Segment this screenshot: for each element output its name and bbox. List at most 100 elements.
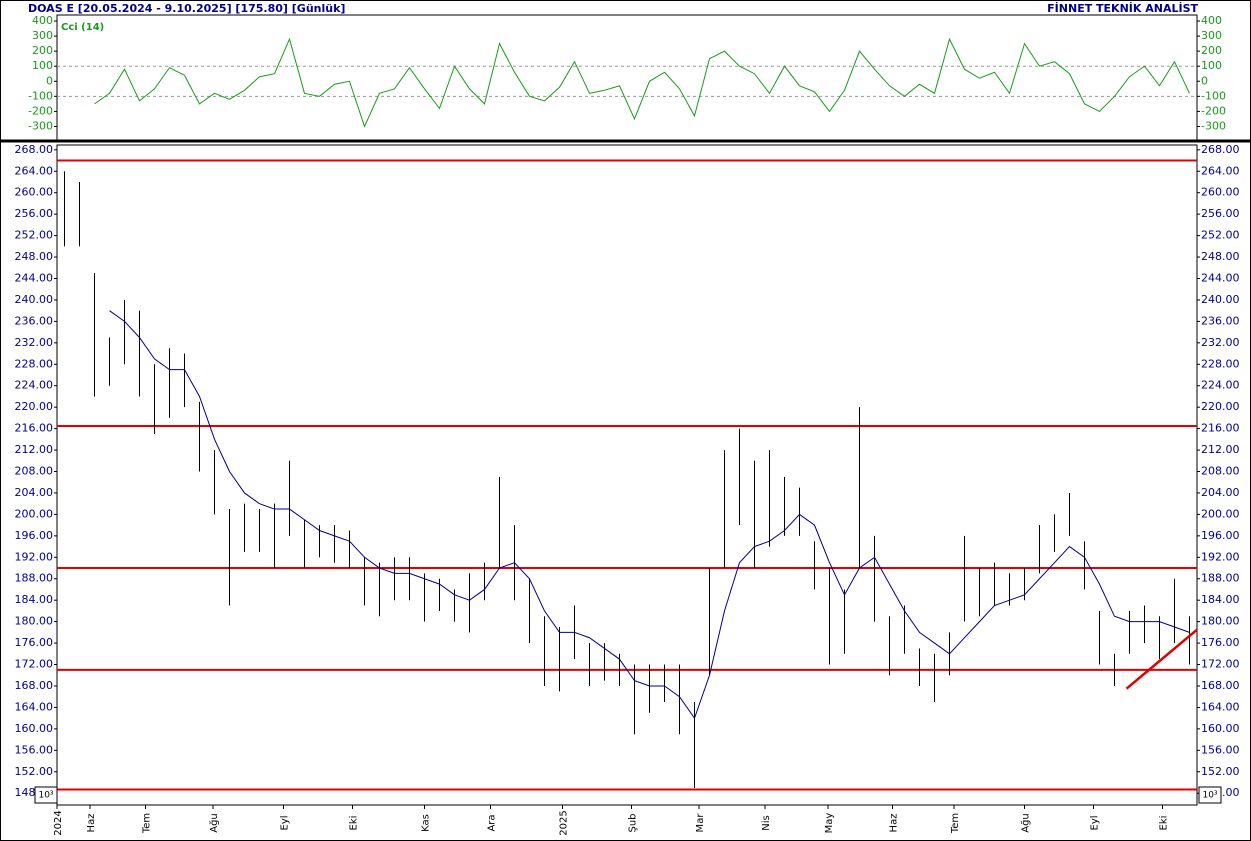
y-tick-label: 264.00 <box>15 164 54 177</box>
y-tick-label: 300 <box>1201 29 1222 42</box>
y-tick-label: 200.00 <box>15 507 54 520</box>
moving-average <box>109 310 1190 720</box>
y-tick-label: 264.00 <box>1201 164 1240 177</box>
y-tick-label: 208.00 <box>15 465 54 478</box>
y-tick-label: 164.00 <box>15 700 54 713</box>
x-tick-label: Eki <box>349 816 360 831</box>
y-tick-label: 232.00 <box>15 336 54 349</box>
y-tick-label: 160.00 <box>15 722 54 735</box>
y-tick-label: 252.00 <box>15 229 54 242</box>
y-tick-label: -300 <box>28 119 53 132</box>
y-tick-label: 236.00 <box>15 314 54 327</box>
y-tick-label: 168.00 <box>15 679 54 692</box>
y-tick-label: 216.00 <box>15 422 54 435</box>
y-tick-label: 0 <box>46 74 53 87</box>
x-tick-label: Kas <box>421 814 432 832</box>
x-tick-label: Şub <box>628 813 639 832</box>
scale-label: 10³ <box>38 791 53 801</box>
y-tick-label: 160.00 <box>1201 722 1240 735</box>
y-tick-label: 300 <box>32 29 53 42</box>
x-tick-label: Eyl <box>280 815 291 830</box>
y-tick-label: 220.00 <box>1201 400 1240 413</box>
y-tick-label: 248.00 <box>1201 250 1240 263</box>
y-tick-label: 176.00 <box>1201 636 1240 649</box>
y-tick-label: 260.00 <box>15 186 54 199</box>
x-tick-label: Ağu <box>1020 813 1032 833</box>
y-tick-label: 208.00 <box>1201 465 1240 478</box>
y-tick-label: 248.00 <box>15 250 54 263</box>
cci-line <box>94 37 1190 128</box>
y-tick-label: 224.00 <box>1201 379 1240 392</box>
y-tick-label: 172.00 <box>15 658 54 671</box>
y-tick-label: 236.00 <box>1201 314 1240 327</box>
y-tick-label: 196.00 <box>1201 529 1240 542</box>
x-tick-label: Mar <box>695 813 706 833</box>
y-tick-label: 100 <box>1201 59 1222 72</box>
y-tick-label: 232.00 <box>1201 336 1240 349</box>
y-tick-label: 252.00 <box>1201 229 1240 242</box>
scale-label: 10³ <box>1202 791 1217 801</box>
x-tick-label: Tem <box>950 813 961 834</box>
y-tick-label: -200 <box>28 104 53 117</box>
scale-box <box>34 786 58 804</box>
y-tick-label: 100 <box>32 59 53 72</box>
y-tick-label: 244.00 <box>15 272 54 285</box>
y-tick-label: 228.00 <box>1201 357 1240 370</box>
y-tick-label: 240.00 <box>15 293 54 306</box>
scale-box <box>1198 786 1222 804</box>
y-tick-label: 204.00 <box>1201 486 1240 499</box>
y-tick-label: 152.00 <box>15 765 54 778</box>
y-tick-label: 204.00 <box>15 486 54 499</box>
y-tick-label: 200 <box>1201 44 1222 57</box>
y-tick-label: 400 <box>32 14 53 27</box>
y-tick-label: 184.00 <box>1201 593 1240 606</box>
y-tick-label: 200 <box>32 44 53 57</box>
y-tick-label: -300 <box>1201 119 1226 132</box>
y-tick-label: 196.00 <box>15 529 54 542</box>
legend-entry: Cci (14) <box>61 22 104 33</box>
y-tick-label: 256.00 <box>15 207 54 220</box>
x-tick-label: May <box>824 813 835 834</box>
x-tick-label: Tem <box>142 813 153 834</box>
y-tick-label: 156.00 <box>15 743 54 756</box>
x-tick-label: Ağu <box>208 813 220 833</box>
y-tick-label: 212.00 <box>1201 443 1240 456</box>
y-tick-label: 176.00 <box>15 636 54 649</box>
y-tick-label: 228.00 <box>15 357 54 370</box>
y-tick-label: 184.00 <box>15 593 54 606</box>
y-tick-label: 256.00 <box>1201 207 1240 220</box>
x-tick-label: Nis <box>761 815 772 830</box>
y-tick-label: 192.00 <box>15 550 54 563</box>
y-tick-label: -200 <box>1201 104 1226 117</box>
y-tick-label: 168.00 <box>1201 679 1240 692</box>
y-tick-label: 244.00 <box>1201 272 1240 285</box>
y-tick-label: 152.00 <box>1201 765 1240 778</box>
x-tick-label: Eyl <box>1090 815 1101 830</box>
cci-panel <box>56 14 1198 141</box>
y-tick-label: 400 <box>1201 14 1222 27</box>
y-tick-label: 268.00 <box>1201 143 1240 156</box>
y-tick-label: 240.00 <box>1201 293 1240 306</box>
y-tick-label: 192.00 <box>1201 550 1240 563</box>
y-tick-label: 172.00 <box>1201 658 1240 671</box>
x-tick-label: Haz <box>86 814 97 833</box>
y-tick-label: 200.00 <box>1201 507 1240 520</box>
y-tick-label: 156.00 <box>1201 743 1240 756</box>
y-tick-label: 188.00 <box>15 572 54 585</box>
y-tick-label: 216.00 <box>1201 422 1240 435</box>
y-tick-label: -100 <box>1201 89 1226 102</box>
y-tick-label: 180.00 <box>1201 615 1240 628</box>
trend-line <box>1125 628 1198 690</box>
y-tick-label: 260.00 <box>1201 186 1240 199</box>
y-tick-label: -100 <box>28 89 53 102</box>
y-tick-label: 220.00 <box>15 400 54 413</box>
x-tick-label: 2024 <box>53 810 64 835</box>
y-tick-label: 180.00 <box>15 615 54 628</box>
x-tick-label: 2025 <box>559 810 570 835</box>
price-panel <box>56 144 1198 806</box>
y-tick-label: 164.00 <box>1201 700 1240 713</box>
y-tick-label: 188.00 <box>1201 572 1240 585</box>
y-tick-label: 212.00 <box>15 443 54 456</box>
x-tick-label: Haz <box>889 814 900 833</box>
